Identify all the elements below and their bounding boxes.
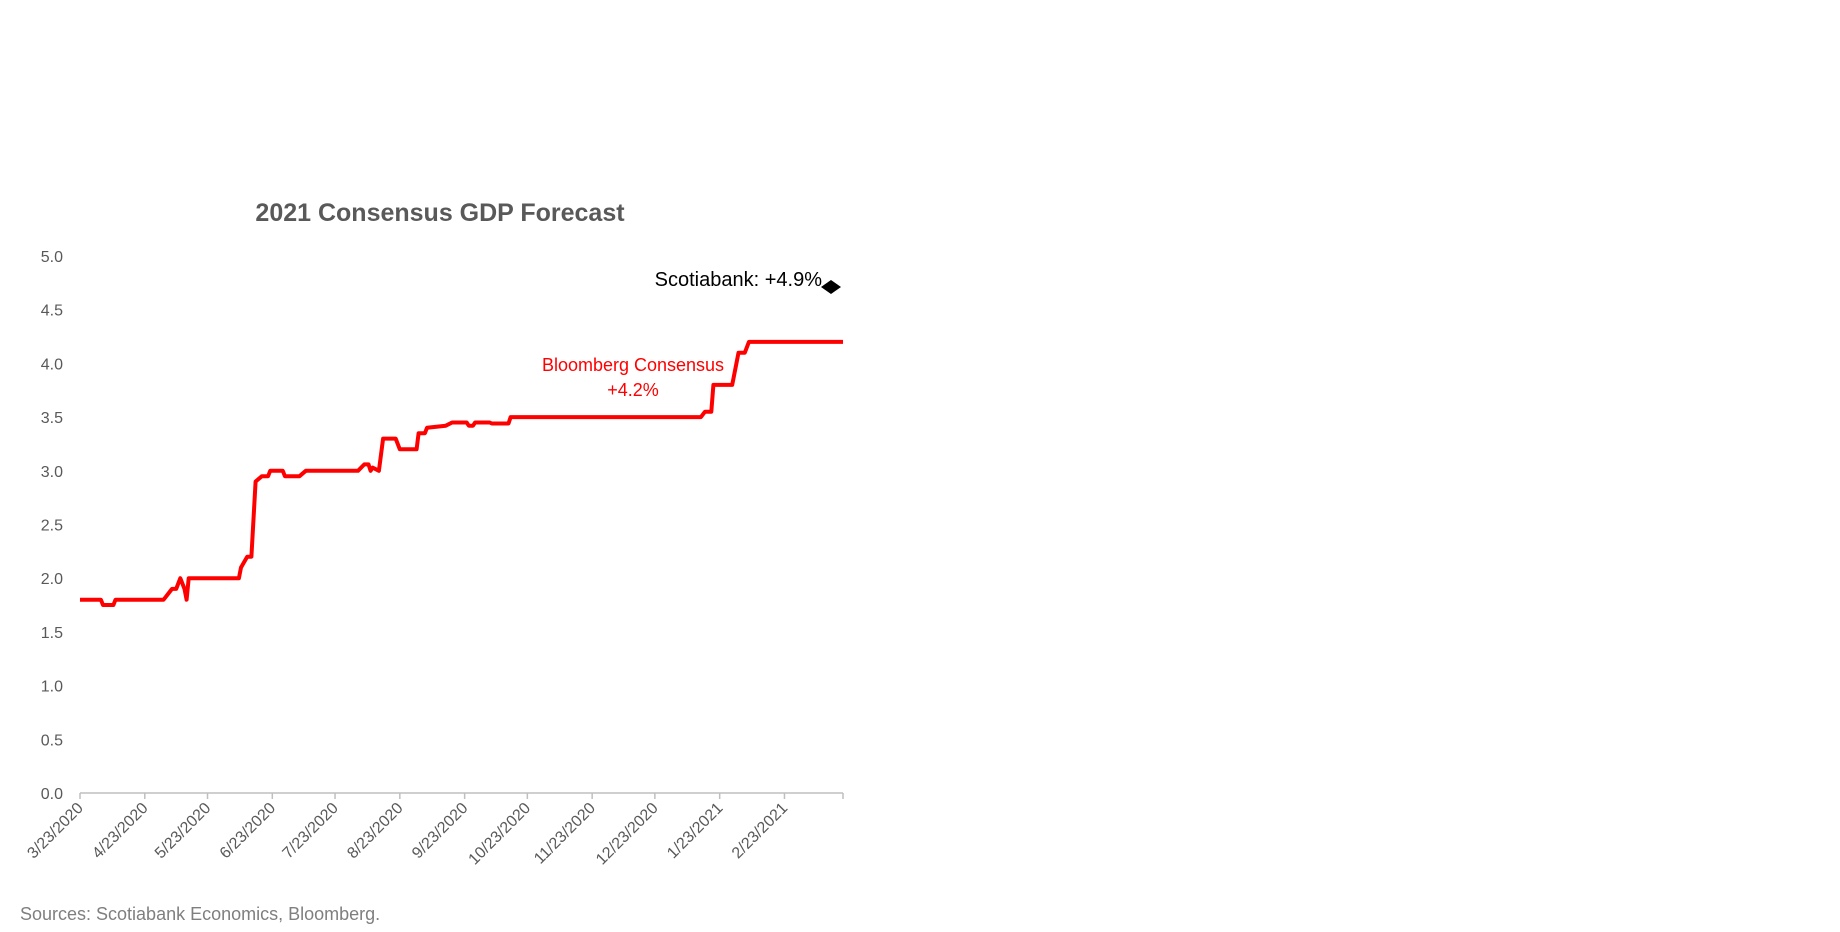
x-tick-label: 6/23/2020 <box>217 800 279 862</box>
x-tick-label: 8/23/2020 <box>344 800 406 862</box>
y-tick-label: 3.5 <box>41 410 63 427</box>
x-tick-label: 4/23/2020 <box>89 800 151 862</box>
x-tick-label: 12/23/2020 <box>593 800 662 869</box>
scotiabank-diamond-marker <box>821 280 841 294</box>
scotiabank-annotation: Scotiabank: +4.9% <box>655 269 823 291</box>
source-note: Sources: Scotiabank Economics, Bloomberg… <box>20 904 381 924</box>
x-tick-label: 9/23/2020 <box>409 800 471 862</box>
chart-title: 2021 Consensus GDP Forecast <box>255 199 625 227</box>
y-tick-label: 5.0 <box>41 249 63 266</box>
y-tick-label: 4.5 <box>41 303 63 320</box>
x-tick-label: 1/23/2021 <box>664 800 726 862</box>
y-tick-label: 1.0 <box>41 679 63 696</box>
y-tick-label: 0.0 <box>41 786 63 803</box>
x-tick-label: 2/23/2021 <box>729 800 791 862</box>
x-tick-label: 10/23/2020 <box>466 800 535 869</box>
y-tick-label: 2.5 <box>41 518 63 535</box>
bloomberg-annotation-line1: Bloomberg Consensus <box>542 355 724 375</box>
x-tick-label: 3/23/2020 <box>24 800 86 862</box>
bloomberg-annotation-line2: +4.2% <box>607 380 659 400</box>
y-tick-label: 2.0 <box>41 571 63 588</box>
y-tick-label: 3.0 <box>41 464 63 481</box>
y-tick-label: 0.5 <box>41 732 63 749</box>
x-tick-label: 5/23/2020 <box>152 800 214 862</box>
y-tick-label: 4.0 <box>41 356 63 373</box>
x-tick-label: 11/23/2020 <box>531 800 599 868</box>
y-axis: 0.0 0.5 1.0 1.5 2.0 2.5 3.0 3.5 4.0 4.5 5.0 <box>41 249 63 803</box>
y-tick-label: 1.5 <box>41 625 63 642</box>
x-axis: 3/23/2020 4/23/2020 5/23/2020 6/23/2020 7/23… <box>24 792 844 869</box>
x-tick-label: 7/23/2020 <box>280 800 342 862</box>
bloomberg-consensus-line <box>80 339 843 607</box>
